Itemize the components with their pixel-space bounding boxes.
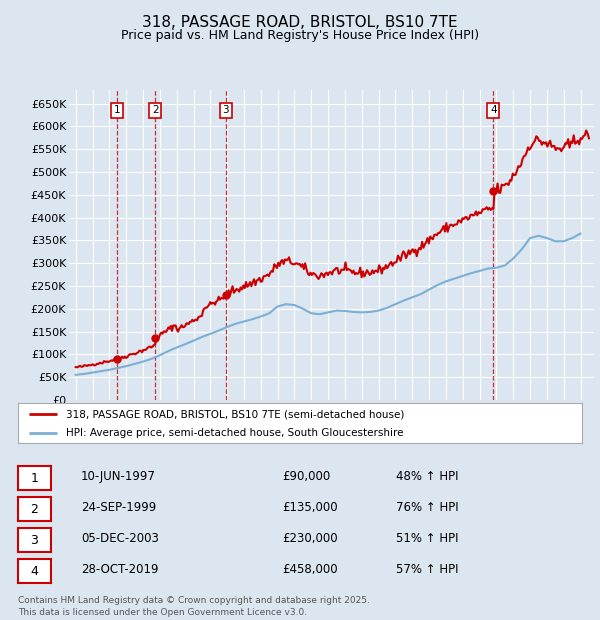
- Text: 318, PASSAGE ROAD, BRISTOL, BS10 7TE: 318, PASSAGE ROAD, BRISTOL, BS10 7TE: [142, 15, 458, 30]
- Text: £135,000: £135,000: [282, 501, 338, 513]
- Text: 1: 1: [31, 472, 38, 484]
- Text: 2: 2: [31, 503, 38, 515]
- Text: 76% ↑ HPI: 76% ↑ HPI: [396, 501, 458, 513]
- Text: 48% ↑ HPI: 48% ↑ HPI: [396, 470, 458, 482]
- Text: 4: 4: [31, 565, 38, 577]
- Text: 1: 1: [113, 105, 120, 115]
- Text: 2: 2: [152, 105, 158, 115]
- Text: £230,000: £230,000: [282, 532, 338, 544]
- Text: 318, PASSAGE ROAD, BRISTOL, BS10 7TE (semi-detached house): 318, PASSAGE ROAD, BRISTOL, BS10 7TE (se…: [66, 409, 404, 419]
- Text: £458,000: £458,000: [282, 563, 338, 575]
- Text: 4: 4: [490, 105, 497, 115]
- Text: 3: 3: [223, 105, 229, 115]
- Text: 24-SEP-1999: 24-SEP-1999: [81, 501, 156, 513]
- Text: HPI: Average price, semi-detached house, South Gloucestershire: HPI: Average price, semi-detached house,…: [66, 428, 403, 438]
- Text: £90,000: £90,000: [282, 470, 330, 482]
- Text: 57% ↑ HPI: 57% ↑ HPI: [396, 563, 458, 575]
- Text: Price paid vs. HM Land Registry's House Price Index (HPI): Price paid vs. HM Land Registry's House …: [121, 30, 479, 42]
- Text: 28-OCT-2019: 28-OCT-2019: [81, 563, 158, 575]
- Text: 10-JUN-1997: 10-JUN-1997: [81, 470, 156, 482]
- Text: Contains HM Land Registry data © Crown copyright and database right 2025.
This d: Contains HM Land Registry data © Crown c…: [18, 596, 370, 617]
- Text: 05-DEC-2003: 05-DEC-2003: [81, 532, 159, 544]
- Text: 3: 3: [31, 534, 38, 546]
- Text: 51% ↑ HPI: 51% ↑ HPI: [396, 532, 458, 544]
